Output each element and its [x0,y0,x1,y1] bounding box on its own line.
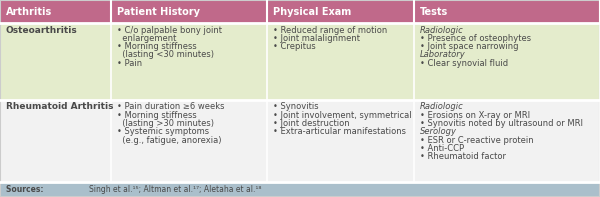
Text: • Reduced range of motion: • Reduced range of motion [273,26,387,35]
Text: • Joint space narrowing: • Joint space narrowing [420,42,518,51]
Text: • Synovitis noted by ultrasound or MRI: • Synovitis noted by ultrasound or MRI [420,119,583,128]
Text: Rheumatoid Arthritis: Rheumatoid Arthritis [6,102,113,112]
Text: • C/o palpable bony joint: • C/o palpable bony joint [117,26,222,35]
Bar [0,0,111,23]
Bar [111,100,267,182]
Text: (lasting <30 minutes): (lasting <30 minutes) [117,50,214,59]
Text: • Clear synovial fluid: • Clear synovial fluid [420,59,508,68]
Text: Patient History: Patient History [117,7,200,17]
Text: Radiologic: Radiologic [420,102,464,112]
Bar [414,23,600,100]
Text: • Joint destruction: • Joint destruction [273,119,350,128]
Bar [267,100,414,182]
Text: • Pain: • Pain [117,59,142,68]
Text: • Rheumatoid factor: • Rheumatoid factor [420,152,506,161]
Text: Arthritis: Arthritis [6,7,52,17]
Text: enlargement: enlargement [117,34,176,43]
Text: • Erosions on X-ray or MRI: • Erosions on X-ray or MRI [420,111,530,120]
Text: (e.g., fatigue, anorexia): (e.g., fatigue, anorexia) [117,136,221,145]
Text: • Anti-CCP: • Anti-CCP [420,144,464,153]
Text: Osteoarthritis: Osteoarthritis [6,26,78,35]
Text: Radiologic: Radiologic [420,26,464,35]
Text: • Systemic symptoms: • Systemic symptoms [117,127,209,136]
Bar [267,23,414,100]
Text: • Morning stiffness: • Morning stiffness [117,42,197,51]
Text: (lasting >30 minutes): (lasting >30 minutes) [117,119,214,128]
Text: • Morning stiffness: • Morning stiffness [117,111,197,120]
Bar [0,23,111,100]
Text: Tests: Tests [420,7,448,17]
Text: • Synovitis: • Synovitis [273,102,319,112]
Text: Physical Exam: Physical Exam [273,7,351,17]
Bar [414,100,600,182]
Text: • Presence of osteophytes: • Presence of osteophytes [420,34,531,43]
Text: Singh et al.¹⁵; Altman et al.¹⁷; Aletaha et al.¹⁸: Singh et al.¹⁵; Altman et al.¹⁷; Aletaha… [89,185,261,194]
Bar [267,0,414,23]
Text: Laboratory: Laboratory [420,50,466,59]
Text: • Joint malalignment: • Joint malalignment [273,34,360,43]
Text: • ESR or C-reactive protein: • ESR or C-reactive protein [420,136,533,145]
Text: Serology: Serology [420,127,457,136]
Bar [0,100,111,182]
Text: • Extra-articular manifestations: • Extra-articular manifestations [273,127,406,136]
Text: Sources:: Sources: [6,185,46,194]
Bar [414,0,600,23]
Text: • Joint involvement, symmetrical: • Joint involvement, symmetrical [273,111,412,120]
Bar [0,182,600,197]
Bar [111,0,267,23]
Bar [111,23,267,100]
Text: • Crepitus: • Crepitus [273,42,316,51]
Text: • Pain duration ≥6 weeks: • Pain duration ≥6 weeks [117,102,224,112]
